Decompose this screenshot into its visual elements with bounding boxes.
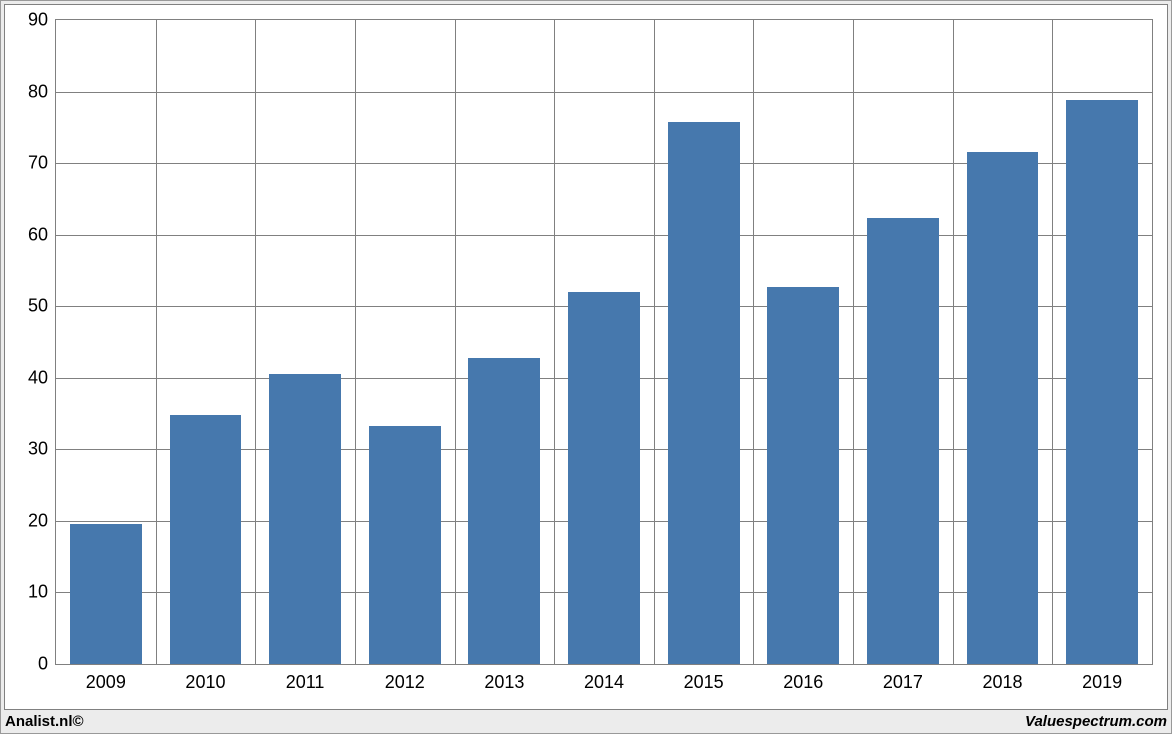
- x-tick-label: 2014: [584, 672, 624, 693]
- y-tick-label: 20: [28, 510, 48, 531]
- vgrid-line: [455, 20, 456, 664]
- vgrid-line: [156, 20, 157, 664]
- y-tick-label: 80: [28, 81, 48, 102]
- vgrid-line: [753, 20, 754, 664]
- chart-frame: 0 10 20 30 40 50 60 70 80 90 2009 2010 2011 2012 2013 2…: [0, 0, 1172, 734]
- vgrid-line: [554, 20, 555, 664]
- vgrid-line: [953, 20, 954, 664]
- vgrid-line: [355, 20, 356, 664]
- bar: [767, 287, 839, 664]
- y-tick-label: 40: [28, 367, 48, 388]
- y-tick-label: 90: [28, 10, 48, 31]
- bar: [668, 122, 740, 664]
- x-tick-label: 2009: [86, 672, 126, 693]
- bar: [269, 374, 341, 664]
- bar: [967, 152, 1039, 664]
- x-tick-label: 2013: [484, 672, 524, 693]
- x-tick-label: 2018: [983, 672, 1023, 693]
- x-tick-label: 2019: [1082, 672, 1122, 693]
- footer-left-label: Analist.nl©: [5, 713, 84, 730]
- x-tick-label: 2015: [684, 672, 724, 693]
- x-tick-label: 2012: [385, 672, 425, 693]
- vgrid-line: [654, 20, 655, 664]
- x-tick-label: 2016: [783, 672, 823, 693]
- y-tick-label: 60: [28, 224, 48, 245]
- bar: [1066, 100, 1138, 664]
- chart-panel: 0 10 20 30 40 50 60 70 80 90 2009 2010 2011 2012 2013 2…: [4, 4, 1168, 710]
- footer-right-label: Valuespectrum.com: [1025, 713, 1167, 730]
- y-tick-label: 0: [38, 654, 48, 675]
- bar: [369, 426, 441, 664]
- x-tick-label: 2017: [883, 672, 923, 693]
- x-tick-label: 2010: [185, 672, 225, 693]
- plot-area: 0102030405060708090200920102011201220132…: [55, 19, 1153, 665]
- bar: [568, 292, 640, 664]
- bar: [170, 415, 242, 664]
- vgrid-line: [1052, 20, 1053, 664]
- y-tick-label: 10: [28, 582, 48, 603]
- bar: [468, 358, 540, 664]
- vgrid-line: [255, 20, 256, 664]
- hgrid-line: [56, 92, 1152, 93]
- bar: [70, 524, 142, 664]
- bar: [867, 218, 939, 664]
- y-tick-label: 70: [28, 153, 48, 174]
- y-tick-label: 50: [28, 296, 48, 317]
- vgrid-line: [853, 20, 854, 664]
- y-tick-label: 30: [28, 439, 48, 460]
- footer: Analist.nl© Valuespectrum.com: [5, 710, 1167, 730]
- x-tick-label: 2011: [286, 672, 325, 693]
